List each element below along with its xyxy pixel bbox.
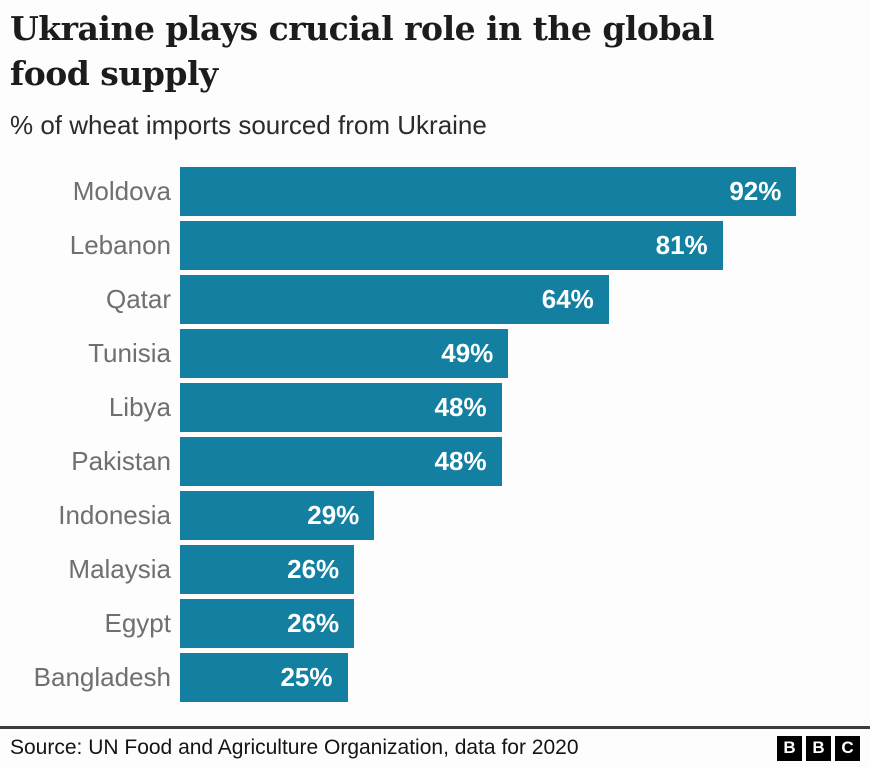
- bar-row: Tunisia 49%: [0, 326, 870, 380]
- category-label: Moldova: [72, 175, 171, 206]
- bar: 49%: [180, 328, 509, 378]
- value-label: 26%: [287, 607, 340, 638]
- bar: 26%: [180, 598, 355, 648]
- bar-row: Qatar 64%: [0, 272, 870, 326]
- chart-title: Ukraine plays crucial role in the global…: [10, 9, 714, 93]
- bar: 48%: [180, 436, 502, 486]
- category-label: Egypt: [104, 607, 172, 638]
- source-text: Source: UN Food and Agriculture Organiza…: [10, 736, 579, 759]
- bar-row: Indonesia 29%: [0, 488, 870, 542]
- chart-subtitle: % of wheat imports sourced from Ukraine: [10, 110, 487, 140]
- category-label: Malaysia: [68, 553, 171, 584]
- bar-row: Pakistan 48%: [0, 434, 870, 488]
- category-label: Indonesia: [58, 499, 171, 530]
- bar: 26%: [180, 544, 355, 594]
- footer: Source: UN Food and Agriculture Organiza…: [0, 726, 870, 767]
- category-label: Bangladesh: [33, 661, 171, 692]
- category-label: Pakistan: [71, 445, 171, 476]
- chart-header: Ukraine plays crucial role in the global…: [0, 0, 870, 139]
- bar-row: Bangladesh 25%: [0, 650, 870, 704]
- bar: 64%: [180, 274, 609, 324]
- bar-row: Malaysia 26%: [0, 542, 870, 596]
- bar: 29%: [180, 490, 375, 540]
- value-label: 64%: [541, 283, 594, 314]
- bar-chart: Moldova 92% Lebanon 81% Qatar 64% Tunisia 49% Li…: [0, 164, 870, 704]
- bar: 92%: [180, 166, 797, 216]
- bar-track: 81%: [180, 220, 850, 270]
- bar-track: 25%: [180, 652, 850, 702]
- category-label: Qatar: [105, 283, 171, 314]
- bar-track: 26%: [180, 544, 850, 594]
- category-label: Tunisia: [88, 337, 171, 368]
- value-label: 81%: [655, 229, 708, 260]
- bbc-logo-block: C: [835, 735, 860, 761]
- bar-track: 29%: [180, 490, 850, 540]
- value-label: 92%: [729, 175, 782, 206]
- bbc-logo-block: B: [777, 735, 802, 761]
- bar: 48%: [180, 382, 502, 432]
- value-label: 48%: [434, 391, 487, 422]
- value-label: 49%: [441, 337, 494, 368]
- bbc-logo-block: B: [806, 735, 831, 761]
- value-label: 48%: [434, 445, 487, 476]
- bar-track: 49%: [180, 328, 850, 378]
- bar-row: Egypt 26%: [0, 596, 870, 650]
- value-label: 25%: [280, 661, 333, 692]
- bar: 25%: [180, 652, 348, 702]
- bar-row: Libya 48%: [0, 380, 870, 434]
- bar-track: 64%: [180, 274, 850, 324]
- value-label: 26%: [287, 553, 340, 584]
- bar-track: 48%: [180, 436, 850, 486]
- bar-track: 92%: [180, 166, 850, 216]
- category-label: Lebanon: [69, 229, 171, 260]
- value-label: 29%: [307, 499, 360, 530]
- bar-row: Lebanon 81%: [0, 218, 870, 272]
- bar-row: Moldova 92%: [0, 164, 870, 218]
- bar: 81%: [180, 220, 723, 270]
- category-label: Libya: [108, 391, 171, 422]
- bar-track: 48%: [180, 382, 850, 432]
- bar-track: 26%: [180, 598, 850, 648]
